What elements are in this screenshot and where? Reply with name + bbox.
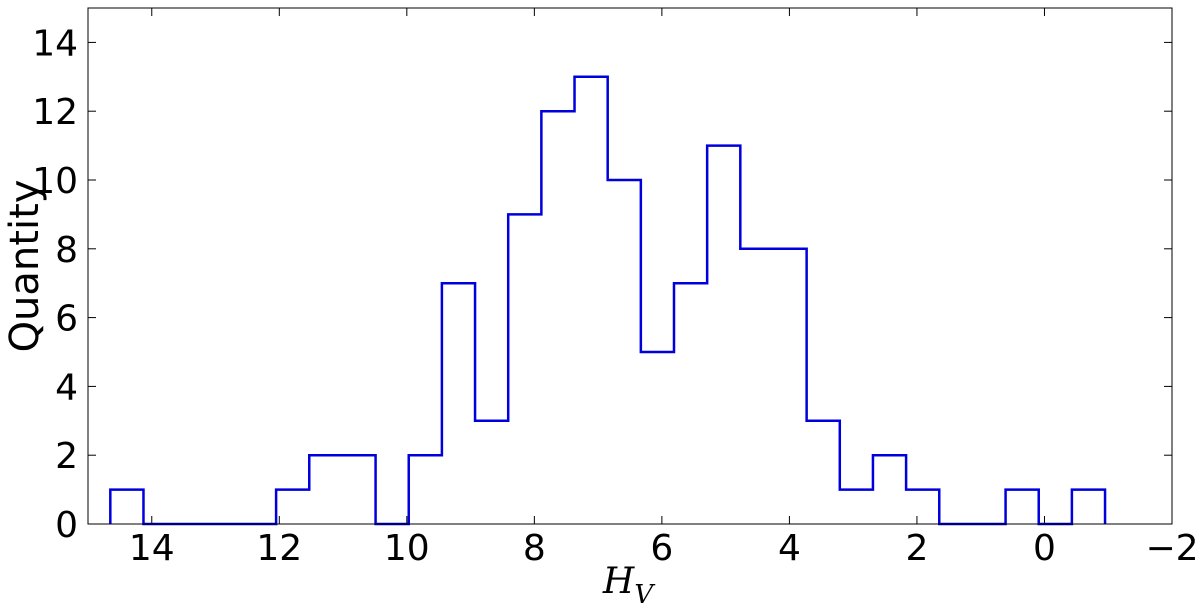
- x-tick-label: 0: [1033, 528, 1056, 569]
- y-tick-label: 8: [55, 230, 78, 271]
- y-tick-label: 10: [32, 161, 78, 202]
- x-tick-label: 4: [778, 528, 801, 569]
- x-tick-label: 14: [129, 528, 175, 569]
- y-tick-label: 6: [55, 299, 78, 340]
- x-axis-label-symbol: H: [602, 561, 635, 602]
- y-tick-label: 2: [55, 436, 78, 477]
- x-axis-label: HV: [602, 561, 655, 605]
- x-tick-labels: 14 12 10 8 6 4 2 0 −2: [129, 528, 1199, 569]
- x-tick-label: 2: [905, 528, 928, 569]
- histogram-step-line: [109, 75, 1107, 526]
- y-axis-label: Quantity: [2, 180, 48, 353]
- x-tick-label: 8: [523, 528, 546, 569]
- x-tick-label: 10: [384, 528, 430, 569]
- y-tick-label: 4: [55, 367, 78, 408]
- y-tick-labels: 0 2 4 6 8 10 12 14: [32, 23, 78, 546]
- x-tick-label: −2: [1145, 528, 1198, 569]
- x-axis-label-subscript: V: [634, 580, 655, 605]
- y-tick-label: 14: [32, 23, 78, 64]
- plot-frame: [87, 7, 1173, 525]
- y-tick-label: 12: [32, 92, 78, 133]
- x-tick-label: 12: [256, 528, 302, 569]
- x-tick-label: 6: [650, 528, 673, 569]
- y-tick-label: 0: [55, 505, 78, 546]
